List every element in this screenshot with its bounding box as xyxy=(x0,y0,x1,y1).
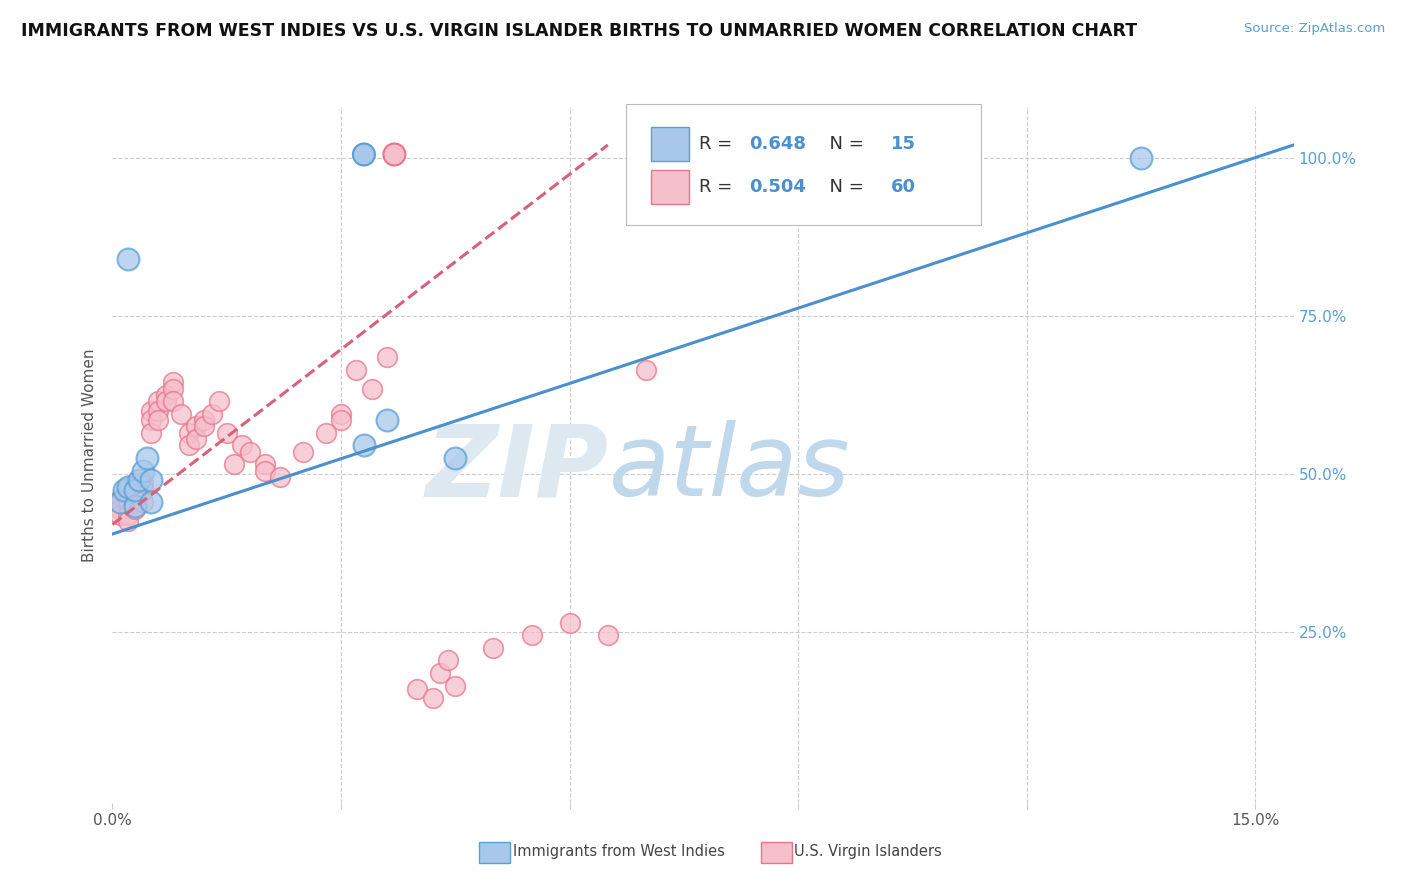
Y-axis label: Births to Unmarried Women: Births to Unmarried Women xyxy=(82,348,97,562)
Point xyxy=(148,403,170,417)
Point xyxy=(170,407,193,421)
Point xyxy=(124,495,146,509)
Point xyxy=(193,413,215,427)
Point xyxy=(1130,151,1153,165)
Text: N =: N = xyxy=(817,178,869,196)
Text: 0.504: 0.504 xyxy=(749,178,806,196)
Point xyxy=(315,425,337,440)
Point xyxy=(108,492,131,507)
Text: R =: R = xyxy=(699,178,738,196)
Point xyxy=(353,147,375,161)
Point xyxy=(132,495,155,509)
Point xyxy=(520,628,543,642)
Point xyxy=(186,419,208,434)
Point xyxy=(139,413,162,427)
Point xyxy=(162,394,184,409)
Point xyxy=(108,501,131,516)
Text: Immigrants from West Indies: Immigrants from West Indies xyxy=(513,845,725,859)
Point xyxy=(117,514,139,528)
Point xyxy=(634,362,657,376)
Point xyxy=(124,501,146,516)
Text: R =: R = xyxy=(699,135,738,153)
Text: N =: N = xyxy=(817,135,869,153)
Text: Source: ZipAtlas.com: Source: ZipAtlas.com xyxy=(1244,22,1385,36)
Point xyxy=(117,252,139,266)
Point xyxy=(224,458,246,472)
Point xyxy=(444,679,467,693)
Text: ZIP: ZIP xyxy=(426,420,609,517)
Point xyxy=(139,403,162,417)
Point xyxy=(135,451,157,466)
Point xyxy=(375,413,398,427)
Point xyxy=(155,394,177,409)
Point xyxy=(124,476,146,491)
FancyBboxPatch shape xyxy=(651,127,689,161)
Point xyxy=(436,653,458,667)
Point xyxy=(139,473,162,487)
Point xyxy=(108,495,131,509)
Text: atlas: atlas xyxy=(609,420,851,517)
FancyBboxPatch shape xyxy=(651,169,689,204)
Point xyxy=(112,483,135,497)
Point xyxy=(108,508,131,522)
Point xyxy=(177,425,200,440)
Point xyxy=(330,413,353,427)
Point xyxy=(162,375,184,389)
Point xyxy=(132,476,155,491)
Point xyxy=(231,438,253,452)
Text: 0.648: 0.648 xyxy=(749,135,806,153)
Point xyxy=(444,451,467,466)
Point xyxy=(429,666,451,681)
Point xyxy=(148,413,170,427)
Point xyxy=(132,464,155,478)
Point xyxy=(193,419,215,434)
Point xyxy=(108,495,131,509)
Point xyxy=(148,394,170,409)
Point xyxy=(384,147,406,161)
Point xyxy=(353,438,375,452)
Text: 15: 15 xyxy=(891,135,915,153)
Point xyxy=(269,470,291,484)
Text: U.S. Virgin Islanders: U.S. Virgin Islanders xyxy=(794,845,942,859)
Point xyxy=(177,438,200,452)
FancyBboxPatch shape xyxy=(626,103,980,226)
Point xyxy=(406,681,429,696)
Point xyxy=(139,495,162,509)
Point xyxy=(253,458,276,472)
Point xyxy=(124,483,146,497)
Point xyxy=(132,483,155,497)
Point xyxy=(124,489,146,503)
Point xyxy=(208,394,231,409)
Point xyxy=(253,464,276,478)
Point xyxy=(215,425,238,440)
Point xyxy=(117,495,139,509)
Point xyxy=(360,382,382,396)
Point xyxy=(117,508,139,522)
Text: IMMIGRANTS FROM WEST INDIES VS U.S. VIRGIN ISLANDER BIRTHS TO UNMARRIED WOMEN CO: IMMIGRANTS FROM WEST INDIES VS U.S. VIRG… xyxy=(21,22,1137,40)
Point xyxy=(155,388,177,402)
Point xyxy=(330,407,353,421)
Point xyxy=(128,473,150,487)
Point xyxy=(558,615,581,630)
Point xyxy=(124,483,146,497)
Point xyxy=(124,499,146,513)
Point xyxy=(117,479,139,493)
Point xyxy=(186,432,208,446)
Point xyxy=(139,425,162,440)
Point xyxy=(291,444,314,458)
Point xyxy=(375,350,398,364)
Point xyxy=(482,640,505,655)
Point xyxy=(344,362,367,376)
Point xyxy=(422,691,444,706)
Text: 60: 60 xyxy=(891,178,915,196)
Point xyxy=(239,444,262,458)
Point xyxy=(162,382,184,396)
Point xyxy=(117,483,139,497)
Point xyxy=(596,628,619,642)
Point xyxy=(200,407,222,421)
